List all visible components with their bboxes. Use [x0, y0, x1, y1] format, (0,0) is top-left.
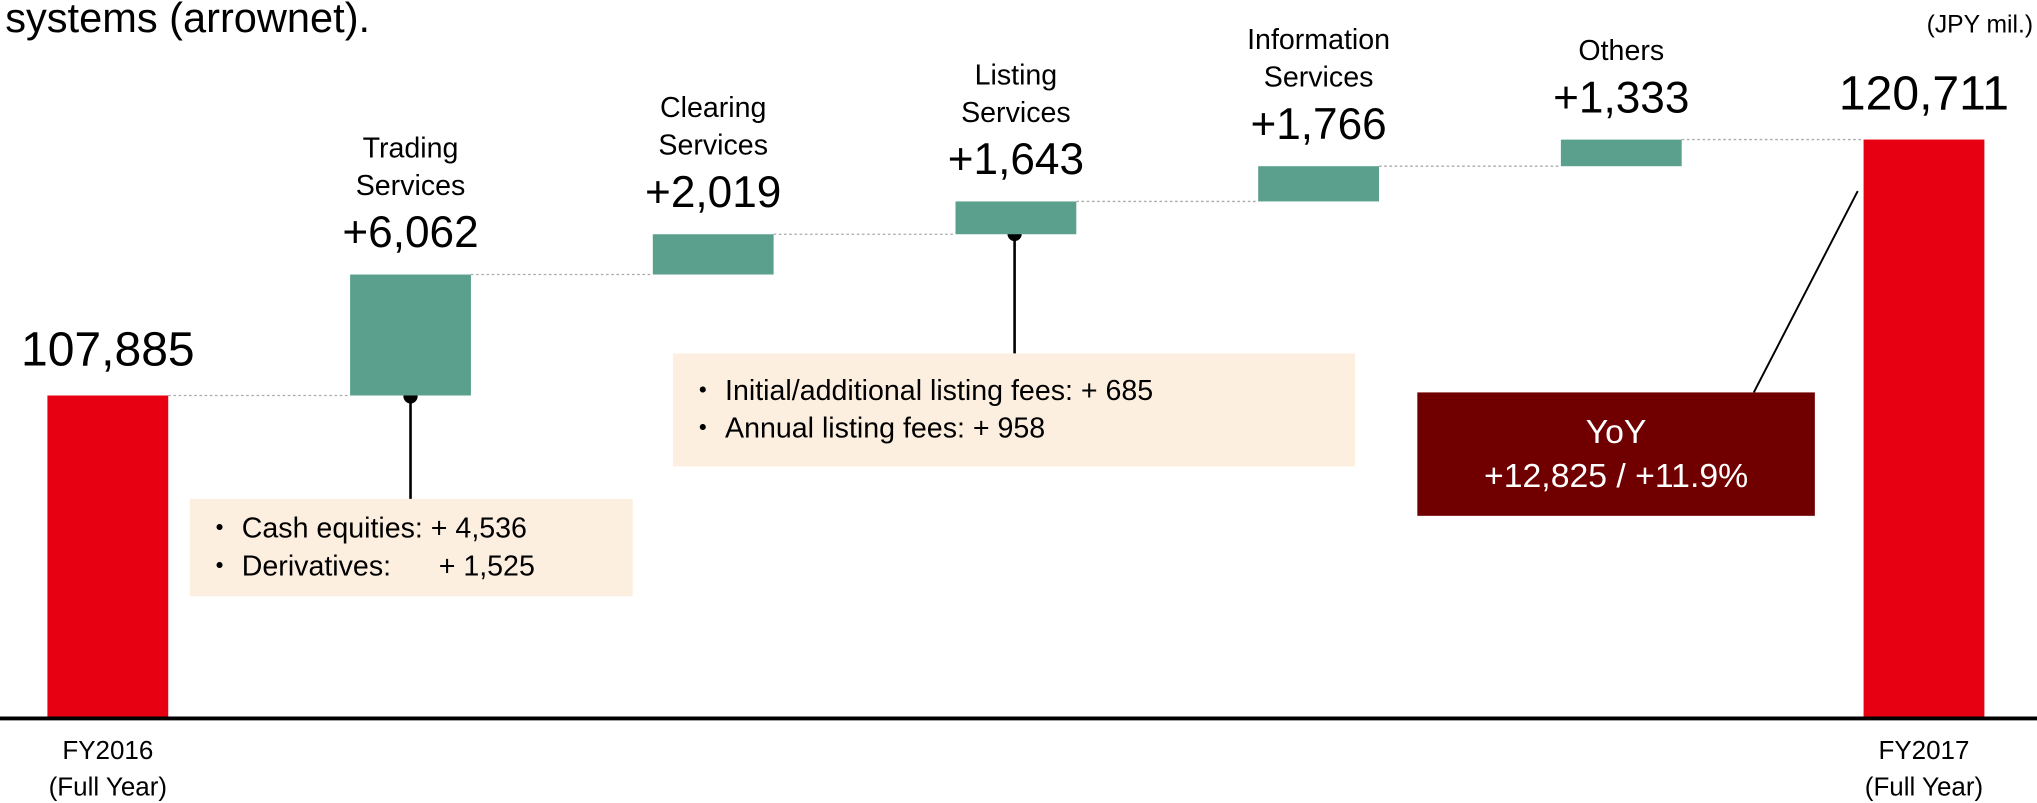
title: systems (arrownet).	[5, 0, 370, 41]
bar	[47, 395, 169, 719]
yoy-box	[1417, 392, 1815, 516]
category-label: FY2016	[62, 735, 153, 765]
unit-label: (JPY mil.)	[1927, 12, 2033, 39]
callout-box	[672, 353, 1355, 467]
category-label: Services	[356, 170, 466, 202]
yoy-text: YoY	[1586, 413, 1647, 451]
value-label: 120,711	[1839, 66, 2009, 120]
bar	[350, 274, 471, 396]
bar	[955, 201, 1077, 235]
category-label: (Full Year)	[49, 771, 167, 801]
value-label: +1,333	[1553, 73, 1689, 122]
category-label: Services	[961, 97, 1071, 129]
yoy-callout: YoY +12,825 / +11.9%	[1417, 190, 1859, 516]
callout-text: ・ Derivatives: + 1,525	[205, 550, 535, 582]
category-label: Trading	[363, 132, 459, 164]
category-label: FY2017	[1878, 735, 1969, 765]
value-label: +6,062	[342, 208, 478, 257]
category-label: Services	[1264, 62, 1374, 94]
callout-text: ・ Annual listing fees: + 958	[689, 413, 1046, 445]
category-label: Information	[1247, 24, 1390, 56]
callout-line	[1752, 190, 1859, 393]
listing-callout: ・ Initial/additional listing fees: + 685…	[672, 226, 1355, 467]
category-label: (Full Year)	[1865, 771, 1983, 801]
callout-text: ・ Initial/additional listing fees: + 685	[689, 375, 1154, 407]
plot: 107,885 FY2016 (Full Year) +6,062 Trading Ser…	[21, 24, 2009, 801]
category-label: Services	[658, 130, 768, 162]
category-label: Listing	[975, 59, 1058, 91]
callout-text: ・ Cash equities: + 4,536	[205, 513, 527, 545]
bar	[1863, 139, 1985, 719]
value-label: +2,019	[645, 168, 781, 217]
value-label: +1,643	[948, 135, 1084, 184]
value-label: +1,766	[1250, 100, 1386, 149]
value-label: 107,885	[21, 322, 195, 376]
trading-callout: ・ Cash equities: + 4,536 ・ Derivatives: …	[189, 389, 633, 597]
bar	[652, 234, 774, 275]
category-label: Others	[1578, 35, 1664, 67]
bar	[1258, 166, 1380, 202]
category-label: Clearing	[660, 92, 766, 124]
yoy-text: +12,825 / +11.9%	[1484, 457, 1748, 495]
callout-box	[189, 498, 633, 597]
bar	[1560, 139, 1682, 167]
